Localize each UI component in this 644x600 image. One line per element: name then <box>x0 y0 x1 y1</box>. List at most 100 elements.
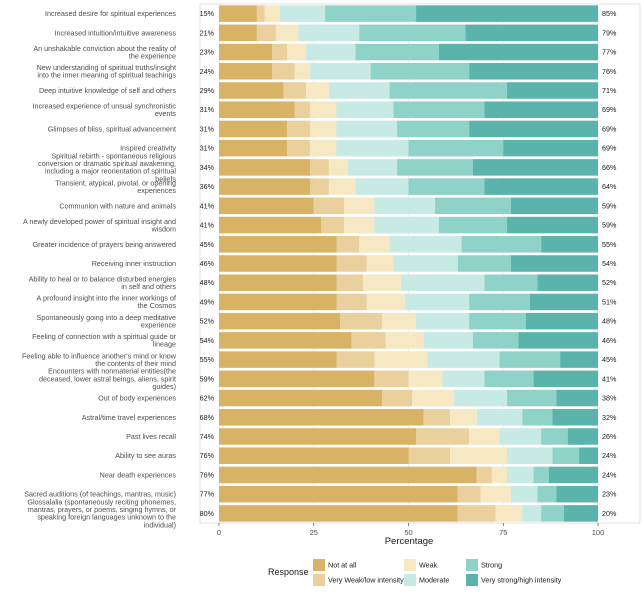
bar-segment-2-3 <box>306 43 356 61</box>
category-labels: Increased desire for spiritual experienc… <box>22 9 177 529</box>
bar-segment-16-3 <box>416 312 470 330</box>
bar-segment-13-3 <box>393 255 458 272</box>
bar-segment-4-5 <box>507 82 598 99</box>
bar-segment-20-5 <box>556 389 598 407</box>
bar-segment-8-3 <box>347 159 398 176</box>
category-label-15: A profound insight into the inner workin… <box>37 294 177 311</box>
right-pct-label-13: 54% <box>602 259 617 268</box>
bar-segment-8-0 <box>219 159 310 176</box>
bar-segment-19-4 <box>484 370 534 388</box>
bar-segment-9-0 <box>219 178 310 195</box>
category-label-13: Receiving inner instruction <box>92 259 176 268</box>
category-label-1: Increased intuition/intuitive awareness <box>55 28 177 37</box>
bar-segment-9-1 <box>309 178 329 195</box>
bar-segment-0-0 <box>219 5 257 22</box>
bar-segment-13-0 <box>219 255 337 272</box>
bar-segment-5-5 <box>484 101 598 118</box>
bar-segment-17-2 <box>385 332 424 349</box>
left-pct-label-21: 68% <box>200 413 215 422</box>
left-pct-label-0: 15% <box>200 9 215 18</box>
right-pct-label-25: 23% <box>602 490 617 499</box>
bar-segment-7-0 <box>219 139 288 157</box>
right-pct-label-11: 59% <box>602 221 617 230</box>
category-label-0: Increased desire for spiritual experienc… <box>45 9 176 18</box>
bar-segment-16-5 <box>525 312 598 330</box>
right-pct-label-1: 79% <box>602 28 617 37</box>
bar-segment-19-2 <box>408 370 443 388</box>
bar-segment-15-3 <box>404 293 470 311</box>
bar-segment-15-4 <box>469 293 530 311</box>
bar-segment-5-2 <box>309 101 337 118</box>
category-label-10: Communion with nature and animals <box>59 201 176 210</box>
bar-segment-13-1 <box>336 255 367 272</box>
bar-segment-6-1 <box>287 120 310 138</box>
bar-segment-0-4 <box>325 5 417 22</box>
right-pct-label-23: 24% <box>602 451 617 460</box>
right-pct-label-21: 32% <box>602 413 617 422</box>
bar-segment-21-4 <box>522 409 553 426</box>
bar-segment-2-0 <box>219 43 273 61</box>
right-pct-label-5: 69% <box>602 105 617 114</box>
bar-segment-0-3 <box>279 5 326 22</box>
category-label-11: A newly developed power of spiritual ins… <box>23 217 176 234</box>
bar-segment-2-5 <box>438 43 598 61</box>
bar-segment-22-2 <box>469 428 500 445</box>
x-tick-label-1: 25 <box>310 528 318 537</box>
right-pct-label-12: 55% <box>602 240 617 249</box>
bar-segment-1-1 <box>256 24 276 42</box>
bar-segment-24-0 <box>219 466 477 484</box>
x-tick-label-0: 0 <box>217 528 221 537</box>
bar-segment-18-2 <box>374 351 428 368</box>
bar-segment-1-4 <box>359 24 466 42</box>
bar-segment-5-0 <box>219 101 295 118</box>
right-pct-label-7: 69% <box>602 144 617 153</box>
x-tick-label-3: 75 <box>499 528 507 537</box>
bar-segment-11-4 <box>438 216 508 234</box>
bar-segment-20-3 <box>453 389 508 407</box>
right-pct-label-10: 59% <box>602 201 617 210</box>
bar-segment-24-1 <box>476 466 492 484</box>
right-pct-label-18: 45% <box>602 355 617 364</box>
bar-segment-17-1 <box>351 332 386 349</box>
bar-segment-15-5 <box>529 293 598 311</box>
legend-title: Response <box>268 567 309 577</box>
bar-segment-20-2 <box>412 389 454 407</box>
bar-segment-2-1 <box>272 43 288 61</box>
category-label-22: Past lives recall <box>126 432 176 441</box>
bar-segment-11-0 <box>219 216 322 234</box>
bar-segment-24-5 <box>548 466 598 484</box>
bar-segment-26-2 <box>495 505 523 522</box>
bar-segment-21-1 <box>423 409 451 426</box>
bar-segment-12-1 <box>336 236 360 253</box>
category-label-26: Glossalalia (spontaneously reciting phon… <box>27 497 176 529</box>
bars <box>219 5 598 522</box>
bar-segment-25-1 <box>457 485 481 503</box>
bar-segment-20-4 <box>507 389 557 407</box>
bar-segment-16-2 <box>381 312 417 330</box>
category-label-5: Increased experience of unsual synchroni… <box>33 101 177 118</box>
category-label-24: Near death experiences <box>100 470 177 479</box>
bar-segment-14-2 <box>363 274 401 291</box>
category-label-20: Out of body experiences <box>98 394 176 403</box>
x-axis-ticks: 0 25 50 75 100 <box>217 523 604 537</box>
category-label-14: Ability to heal or to balance disturbed … <box>29 274 177 291</box>
left-pct-label-22: 74% <box>200 432 215 441</box>
legend-label-1-1: Moderate <box>419 576 449 585</box>
bar-segment-22-3 <box>499 428 542 445</box>
bar-segment-6-0 <box>219 120 288 138</box>
bar-segment-24-4 <box>533 466 549 484</box>
bar-segment-4-0 <box>219 82 284 99</box>
legend-label-0-0: Not at all <box>328 561 357 570</box>
left-pct-label-14: 48% <box>200 278 215 287</box>
bar-segment-12-3 <box>389 236 462 253</box>
category-label-21: Astral/time travel experiences <box>82 413 177 422</box>
bar-segment-18-5 <box>560 351 598 368</box>
bar-segment-15-1 <box>336 293 367 311</box>
left-pct-label-17: 54% <box>200 336 215 345</box>
category-label-2: An unshakable conviction about the reali… <box>33 44 176 61</box>
legend-label-1-0: Weak <box>419 561 438 570</box>
legend-swatch-1-1 <box>404 574 416 586</box>
bar-segment-14-1 <box>336 274 364 291</box>
bar-segment-5-3 <box>336 101 394 118</box>
